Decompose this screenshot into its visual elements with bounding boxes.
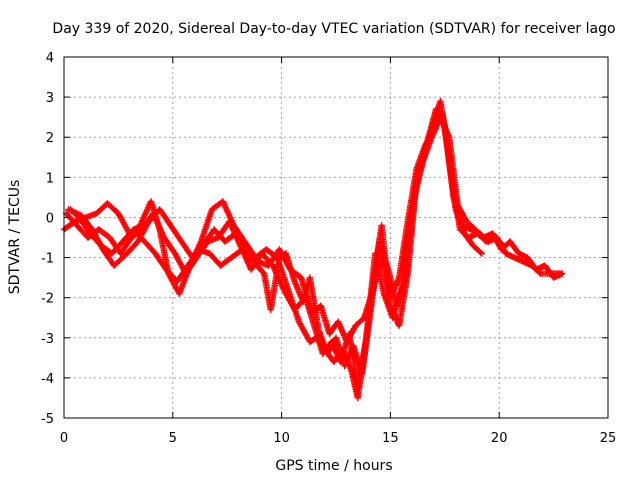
chart-title: Day 339 of 2020, Sidereal Day-to-day VTE… (52, 21, 615, 37)
series-s2 (65, 110, 507, 345)
y-tick-label: -5 (41, 412, 54, 427)
x-tick-label: 15 (382, 431, 399, 446)
x-tick-label: 10 (273, 431, 290, 446)
y-tick-label: 4 (46, 51, 54, 66)
y-tick-label: -4 (41, 372, 54, 387)
y-tick-label: -3 (41, 332, 54, 347)
x-tick-label: 25 (600, 431, 617, 446)
series-s4 (67, 114, 566, 378)
x-tick-label: 20 (491, 431, 508, 446)
plus-markers (67, 114, 566, 378)
y-tick-label: -1 (41, 252, 54, 267)
y-tick-label: -2 (41, 292, 54, 307)
data-points (60, 97, 566, 402)
plus-markers (65, 110, 507, 345)
plus-markers (63, 105, 564, 390)
plot-frame (63, 56, 609, 419)
y-axis-label: SDTVAR / TECUs (7, 180, 23, 295)
x-tick-labels: 0 5 10 15 20 25 (60, 431, 616, 446)
tick-marks (63, 56, 609, 419)
x-axis-label: GPS time / hours (275, 458, 392, 474)
y-tick-label: 3 (46, 91, 54, 106)
y-tick-label: 2 (46, 131, 54, 146)
y-tick-label: 0 (46, 211, 54, 226)
y-tick-labels: -5 -4 -3 -2 -1 0 1 2 3 4 (41, 51, 54, 427)
series-s3 (63, 105, 564, 390)
x-tick-label: 5 (169, 431, 177, 446)
x-tick-label: 0 (60, 431, 68, 446)
grid-lines (64, 57, 608, 418)
y-tick-label: 1 (46, 171, 54, 186)
